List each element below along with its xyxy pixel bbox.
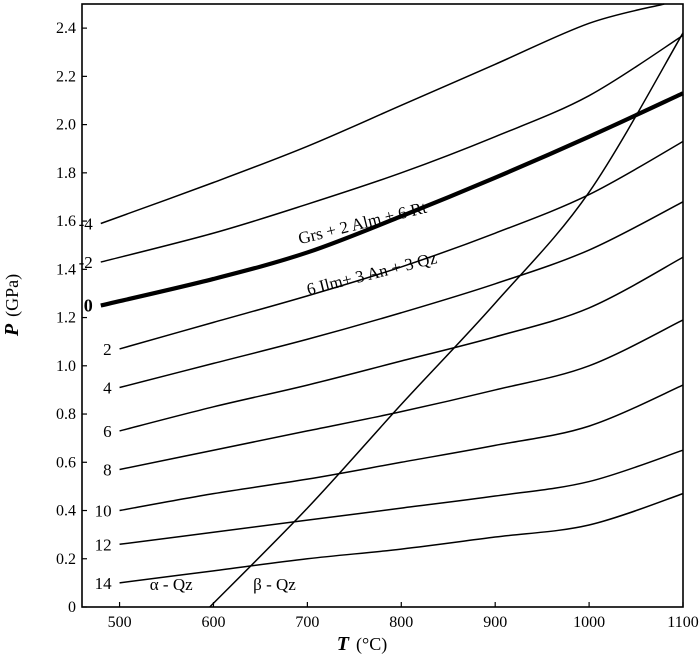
isopleth-label-5: 6 bbox=[103, 422, 112, 441]
isopleth-curve-2 bbox=[100, 91, 684, 308]
isopleth-label-8: 12 bbox=[95, 535, 112, 554]
y-tick-label-9: 1.8 bbox=[56, 165, 76, 182]
isopleth-label-3: 2 bbox=[103, 340, 112, 359]
isopleth-curve-8 bbox=[119, 449, 684, 546]
y-axis-title: P (GPa) bbox=[1, 274, 23, 337]
plot-frame bbox=[81, 3, 684, 608]
annotation-3: β - Qz bbox=[253, 575, 296, 594]
isopleth-label-4: 4 bbox=[103, 379, 112, 398]
isopleth-label-9: 14 bbox=[95, 574, 113, 593]
isopleth-label-6: 8 bbox=[103, 461, 112, 480]
isopleth-label-0: -4 bbox=[79, 215, 94, 234]
isopleth-curve-1 bbox=[100, 34, 684, 263]
x-axis-ticks: 500 600 700 800 900 1000 1100 bbox=[108, 602, 699, 631]
x-tick-label-0: 500 bbox=[108, 614, 132, 631]
x-tick-label-4: 900 bbox=[483, 614, 507, 631]
isopleth-curve-9 bbox=[119, 492, 684, 584]
y-tick-label-7: 1.4 bbox=[56, 261, 76, 278]
x-axis-var: T bbox=[337, 633, 350, 655]
quartz-transition-curve bbox=[209, 32, 684, 608]
y-tick-label-2: 0.4 bbox=[56, 503, 76, 520]
x-tick-label-3: 800 bbox=[389, 614, 413, 631]
x-tick-label-2: 700 bbox=[295, 614, 319, 631]
isopleth-label-2: 0 bbox=[84, 296, 93, 316]
x-axis-unit: (°C) bbox=[356, 634, 387, 655]
x-tick-label-6: 1100 bbox=[667, 614, 698, 631]
y-tick-label-4: 0.8 bbox=[56, 406, 76, 423]
isopleth-curve-0 bbox=[100, 3, 665, 225]
y-tick-label-3: 0.6 bbox=[56, 454, 76, 471]
y-axis-ticks: 0 0.2 0.4 0.6 0.8 1.0 1.2 1.4 1.6 1.8 2.0 2.2 2.4 bbox=[56, 20, 87, 616]
annotation-2: α - Qz bbox=[150, 575, 193, 594]
y-tick-label-0: 0 bbox=[68, 599, 76, 616]
isopleth-curve-3 bbox=[119, 140, 684, 350]
isopleth-curve-5 bbox=[119, 256, 684, 432]
isopleth-curve-6 bbox=[119, 319, 684, 471]
x-axis-title: T (°C) bbox=[337, 633, 387, 655]
annotation-1: 6 Ilm+ 3 An + 3 Qz bbox=[305, 248, 440, 299]
y-axis-var: P bbox=[1, 323, 23, 337]
y-tick-label-10: 2.0 bbox=[56, 117, 76, 134]
y-tick-label-6: 1.2 bbox=[56, 310, 76, 327]
y-axis-unit: (GPa) bbox=[2, 274, 23, 317]
isopleth-curve-7 bbox=[119, 384, 684, 512]
y-tick-label-11: 2.2 bbox=[56, 68, 76, 85]
isopleth-curve-4 bbox=[119, 201, 684, 389]
y-tick-label-5: 1.0 bbox=[56, 358, 76, 375]
y-tick-label-12: 2.4 bbox=[56, 20, 76, 37]
x-tick-label-5: 1000 bbox=[573, 614, 605, 631]
y-tick-label-8: 1.6 bbox=[56, 213, 76, 230]
x-tick-label-1: 600 bbox=[201, 614, 225, 631]
isopleth-label-7: 10 bbox=[95, 502, 112, 521]
annotation-0: Grs + 2 Alm + 6 Rt bbox=[296, 198, 429, 248]
y-tick-label-1: 0.2 bbox=[56, 551, 76, 568]
curves-layer bbox=[100, 3, 684, 608]
